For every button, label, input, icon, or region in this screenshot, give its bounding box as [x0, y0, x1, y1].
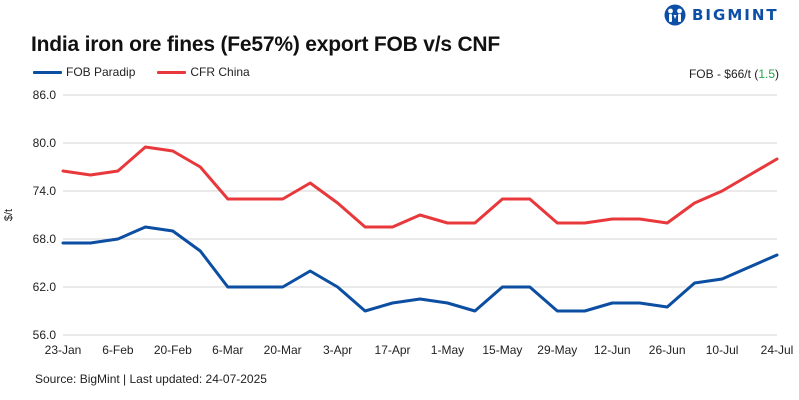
y-tick-label: 80.0 — [33, 136, 57, 150]
chart-title: India iron ore fines (Fe57%) export FOB … — [31, 33, 501, 56]
legend-label-fob: FOB Paradip — [66, 65, 136, 79]
brand-logo: BIGMINT — [664, 4, 779, 26]
series-lines — [61, 145, 779, 313]
chart-legend: FOB Paradip CFR China — [33, 65, 272, 79]
legend-swatch-cfr — [157, 70, 187, 74]
x-tick-label: 15-May — [482, 343, 522, 357]
x-tick-label: 23-Jan — [45, 343, 82, 357]
y-tick-label: 74.0 — [33, 184, 57, 198]
fob-note-prefix: FOB - $66/t ( — [688, 67, 759, 81]
y-axis-ticks: 86.0 80.0 74.0 68.0 62.0 56.0 — [33, 88, 57, 342]
legend-item-cfr: CFR China — [157, 65, 250, 79]
x-tick-label: 1-May — [431, 343, 464, 357]
x-tick-label: 20-Feb — [154, 343, 192, 357]
legend-label-cfr: CFR China — [190, 65, 250, 79]
x-tick-label: 10-Jul — [706, 343, 739, 357]
legend-swatch-fob — [33, 70, 62, 74]
x-tick-label: 20-Mar — [264, 343, 302, 357]
source-note: Source: BigMint | Last updated: 24-07-20… — [35, 372, 267, 386]
x-tick-label: 3-Apr — [323, 343, 352, 357]
x-tick-label: 26-Jun — [649, 343, 686, 357]
x-tick-label: 17-Apr — [375, 343, 411, 357]
y-tick-label: 68.0 — [33, 232, 57, 246]
y-tick-label: 62.0 — [33, 280, 57, 294]
legend-item-fob: FOB Paradip — [33, 65, 135, 79]
brand-name: BIGMINT — [692, 6, 779, 24]
series-line-fob-paradip — [61, 225, 779, 313]
x-tick-label: 6-Feb — [102, 343, 134, 357]
fob-note-suffix: ) — [775, 67, 779, 81]
gridlines — [63, 94, 777, 336]
y-tick-label: 86.0 — [33, 88, 57, 102]
bigmint-logo-icon — [664, 4, 686, 26]
fob-note-change: 1.5 — [758, 67, 775, 81]
y-tick-label: 56.0 — [33, 328, 57, 342]
x-axis-ticks: 23-Jan 6-Feb 20-Feb 6-Mar 20-Mar 3-Apr 17-Apr 1… — [45, 343, 794, 357]
fob-price-annotation: FOB - $66/t (1.5) — [689, 67, 779, 81]
x-tick-label: 6-Mar — [212, 343, 243, 357]
x-tick-label: 24-Jul — [761, 343, 794, 357]
x-tick-label: 29-May — [537, 343, 577, 357]
series-line-cfr-china — [61, 145, 779, 229]
x-tick-label: 12-Jun — [594, 343, 631, 357]
